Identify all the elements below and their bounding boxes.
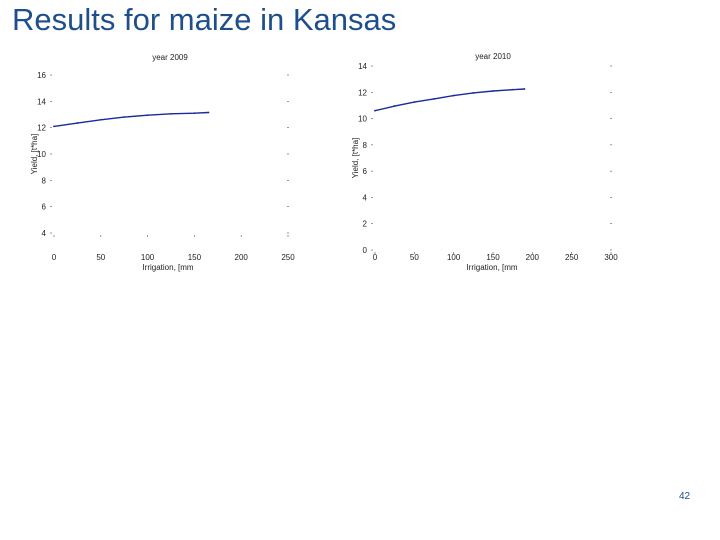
y-tick-label: 0 [363, 246, 368, 255]
y-tick-label: 6 [42, 203, 47, 212]
data-point [123, 116, 126, 119]
x-tick-label: 200 [235, 253, 249, 262]
page-number: 42 [679, 491, 691, 502]
x-axis-label: Irrigation, [mm [142, 263, 193, 272]
series-line [53, 111, 209, 128]
y-tick-label: 6 [363, 167, 368, 176]
x-tick-label: 100 [447, 253, 461, 262]
x-tick-label: 150 [188, 253, 202, 262]
y-tick-label: 2 [363, 220, 368, 229]
data-point [374, 109, 376, 112]
data-point [170, 112, 172, 115]
x-tick-label: 0 [52, 253, 57, 262]
x-tick-label: 200 [526, 253, 540, 262]
x-tick-label: 150 [486, 253, 500, 262]
slide-title: Results for maize in Kansas [12, 2, 397, 37]
data-point [492, 90, 494, 92]
y-axis-label: Yield, [t*ha] [30, 134, 39, 175]
x-axis-label: Irrigation, [mm [466, 263, 517, 272]
data-point [53, 125, 55, 128]
y-tick-label: 8 [42, 176, 47, 185]
y-tick-label: 4 [42, 229, 47, 238]
data-point [207, 111, 210, 114]
y-tick-label: 14 [358, 62, 367, 71]
x-tick-label: 300 [604, 253, 618, 262]
series-line [374, 88, 525, 112]
data-point [393, 105, 396, 107]
data-point [146, 114, 149, 117]
data-point [99, 118, 102, 121]
data-point [452, 94, 455, 97]
y-tick-label: 14 [37, 97, 46, 106]
x-tick-label: 50 [410, 253, 419, 262]
y-tick-label: 12 [37, 124, 46, 133]
chart-title: year 2010 [475, 52, 511, 61]
y-axis-label: Yield, [t*ha] [351, 138, 360, 179]
chart-title: year 2009 [152, 53, 188, 62]
y-tick-label: 16 [37, 71, 46, 80]
data-point [413, 101, 416, 104]
y-tick-label: 8 [363, 141, 368, 150]
data-point [76, 122, 79, 124]
data-point [511, 88, 514, 91]
x-tick-label: 250 [281, 253, 295, 262]
y-tick-label: 4 [363, 193, 368, 202]
x-tick-label: 100 [141, 253, 155, 262]
y-tick-label: 12 [358, 88, 367, 97]
x-tick-label: 250 [565, 253, 579, 262]
data-point [472, 92, 475, 94]
x-tick-label: 50 [96, 253, 105, 262]
data-point [193, 112, 196, 115]
y-tick-label: 10 [358, 115, 367, 124]
data-point [433, 97, 435, 100]
x-tick-label: 0 [373, 253, 378, 262]
data-point [523, 88, 526, 90]
y-tick-label: 10 [37, 150, 46, 159]
